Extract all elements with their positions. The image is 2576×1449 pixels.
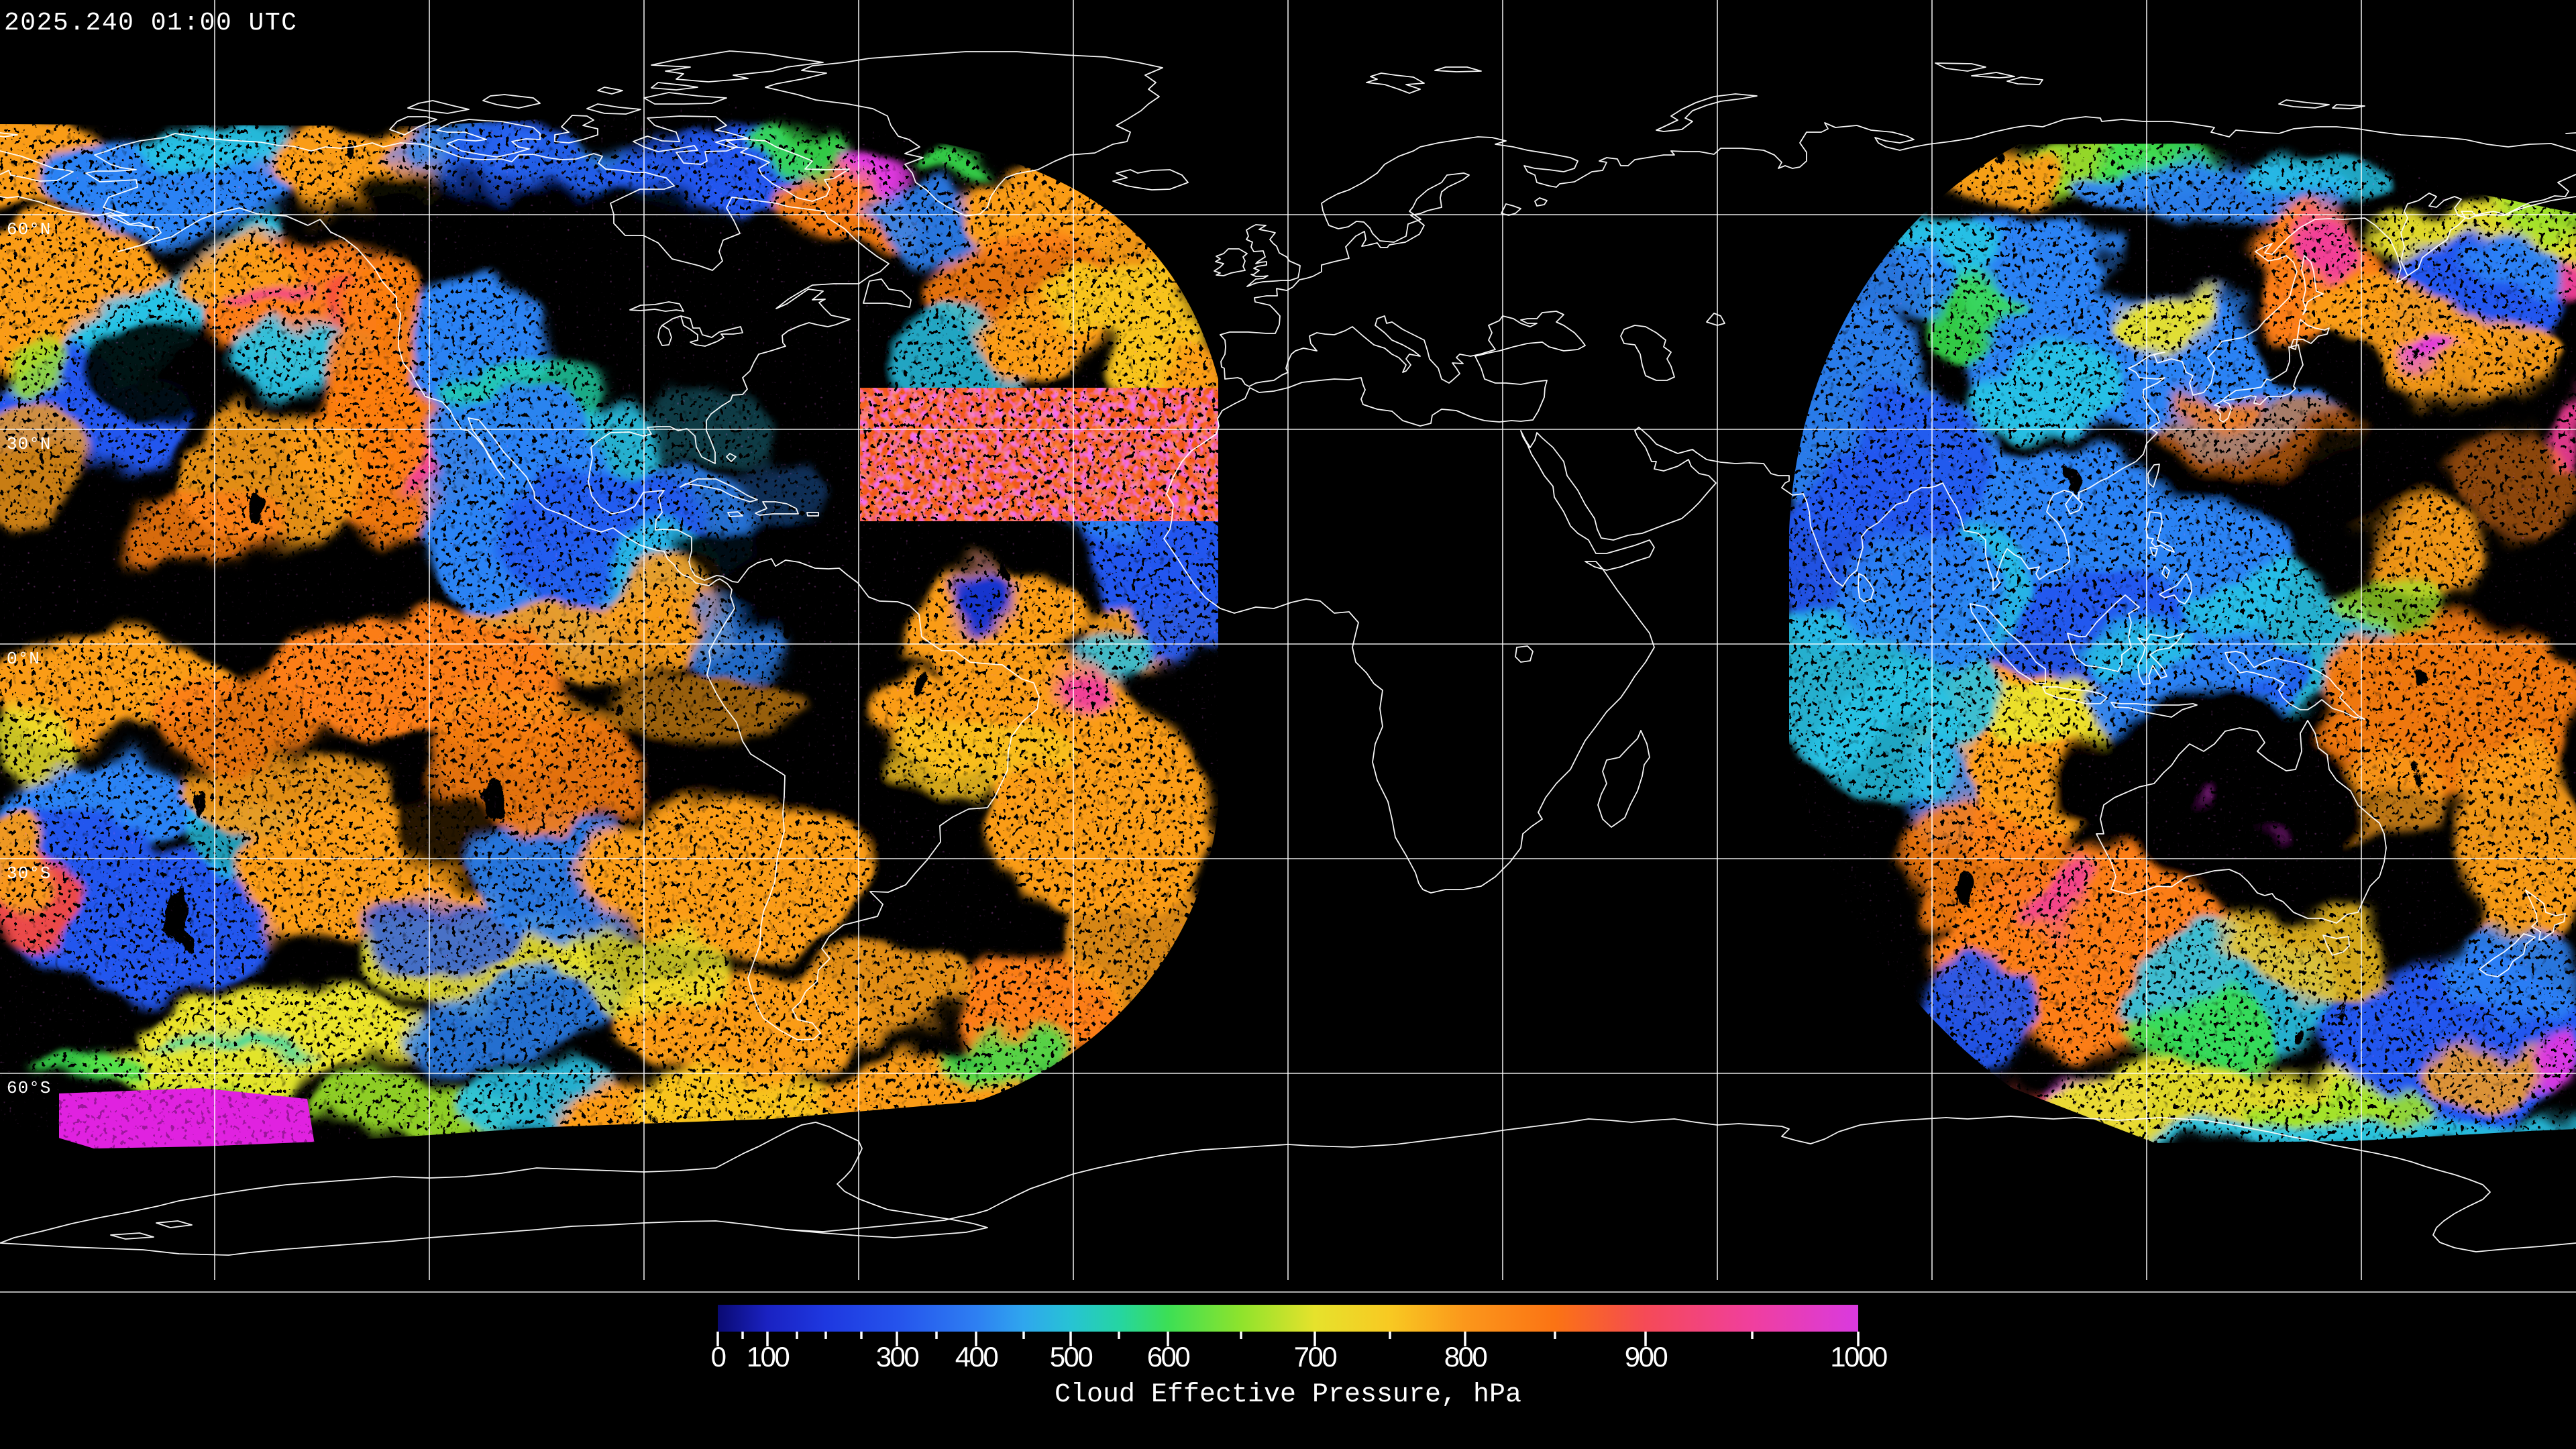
svg-text:30°S: 30°S	[7, 863, 51, 883]
svg-text:100: 100	[747, 1341, 790, 1373]
svg-text:0: 0	[711, 1341, 726, 1373]
svg-text:400: 400	[955, 1341, 998, 1373]
svg-text:30°N: 30°N	[7, 434, 51, 454]
svg-text:700: 700	[1294, 1341, 1337, 1373]
svg-text:500: 500	[1050, 1341, 1093, 1373]
svg-text:60°S: 60°S	[7, 1078, 51, 1098]
svg-text:300: 300	[876, 1341, 919, 1373]
svg-text:0°N: 0°N	[7, 649, 40, 669]
svg-text:800: 800	[1444, 1341, 1487, 1373]
svg-text:Cloud Effective Pressure, hPa: Cloud Effective Pressure, hPa	[1055, 1380, 1521, 1410]
svg-text:60°N: 60°N	[7, 219, 51, 239]
svg-text:600: 600	[1147, 1341, 1190, 1373]
svg-text:1000: 1000	[1830, 1341, 1887, 1373]
svg-text:2025.240 01:00 UTC: 2025.240 01:00 UTC	[4, 9, 297, 38]
svg-text:900: 900	[1625, 1341, 1668, 1373]
